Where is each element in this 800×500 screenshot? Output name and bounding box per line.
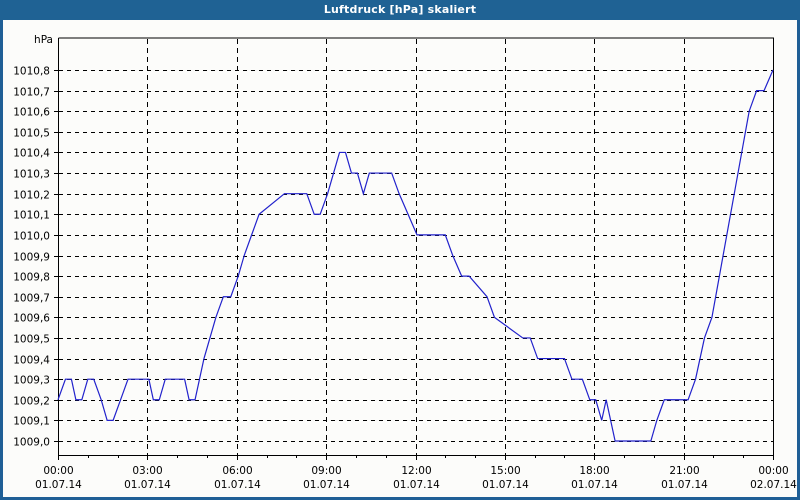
x-tick-time-label: 12:00 bbox=[401, 465, 431, 477]
x-tick-date-label: 01.07.14 bbox=[393, 479, 440, 491]
y-axis-unit-label: hPa bbox=[34, 34, 53, 46]
vertical-gridlines bbox=[147, 39, 685, 455]
x-tick-time-label: 00:00 bbox=[758, 465, 788, 477]
y-tick-label: 1010,0 bbox=[13, 231, 50, 243]
plot-area-border bbox=[58, 37, 774, 456]
x-tick-date-label: 02.07.14 bbox=[750, 479, 797, 491]
x-tick-time-label: 09:00 bbox=[311, 465, 341, 477]
x-axis-tick-marks bbox=[58, 455, 774, 460]
pressure-series-line bbox=[57, 69, 774, 442]
y-tick-label: 1010,7 bbox=[13, 87, 50, 99]
window-title: Luftdruck [hPa] skaliert bbox=[0, 0, 800, 20]
y-tick-label: 1009,2 bbox=[13, 396, 50, 408]
y-tick-label: 1009,3 bbox=[13, 375, 50, 387]
y-tick-label: 1009,0 bbox=[13, 437, 50, 449]
x-tick-time-label: 03:00 bbox=[132, 465, 162, 477]
x-tick-time-label: 18:00 bbox=[579, 465, 609, 477]
y-tick-label: 1009,7 bbox=[13, 293, 50, 305]
y-tick-label: 1009,1 bbox=[13, 416, 50, 428]
x-tick-time-label: 21:00 bbox=[669, 465, 699, 477]
chart-canvas: 1010,8 1010,7 1010,6 1010,5 1010,4 1010,3 1010… bbox=[3, 20, 797, 497]
x-tick-date-label: 01.07.14 bbox=[214, 479, 261, 491]
x-tick-time-label: 00:00 bbox=[43, 465, 73, 477]
y-tick-label: 1010,6 bbox=[13, 107, 50, 119]
y-tick-label: 1010,4 bbox=[13, 148, 50, 160]
pressure-line-chart: 1010,8 1010,7 1010,6 1010,5 1010,4 1010,3 1010… bbox=[13, 34, 797, 491]
y-tick-label: 1010,3 bbox=[13, 169, 50, 181]
x-tick-date-label: 01.07.14 bbox=[303, 479, 350, 491]
x-tick-date-label: 01.07.14 bbox=[661, 479, 708, 491]
x-tick-date-label: 01.07.14 bbox=[35, 479, 82, 491]
x-tick-time-label: 15:00 bbox=[490, 465, 520, 477]
y-tick-label: 1009,5 bbox=[13, 334, 50, 346]
y-tick-label: 1009,8 bbox=[13, 272, 50, 284]
x-axis-tick-labels: 00:00 01.07.14 03:00 01.07.14 06:00 01.07.14 0… bbox=[35, 465, 797, 491]
x-tick-time-label: 06:00 bbox=[222, 465, 252, 477]
y-tick-label: 1010,2 bbox=[13, 190, 50, 202]
x-tick-date-label: 01.07.14 bbox=[482, 479, 529, 491]
y-tick-label: 1009,4 bbox=[13, 355, 50, 367]
x-tick-date-label: 01.07.14 bbox=[124, 479, 171, 491]
horizontal-gridlines bbox=[59, 70, 773, 442]
y-tick-label: 1010,1 bbox=[13, 210, 50, 222]
y-tick-label: 1010,8 bbox=[13, 66, 50, 78]
y-axis-tick-marks bbox=[54, 70, 59, 442]
y-tick-label: 1009,6 bbox=[13, 313, 50, 325]
y-tick-label: 1010,5 bbox=[13, 128, 50, 140]
y-tick-label: 1009,9 bbox=[13, 252, 50, 264]
y-axis-tick-labels: 1010,8 1010,7 1010,6 1010,5 1010,4 1010,3 1010… bbox=[13, 66, 50, 449]
x-tick-date-label: 01.07.14 bbox=[571, 479, 618, 491]
